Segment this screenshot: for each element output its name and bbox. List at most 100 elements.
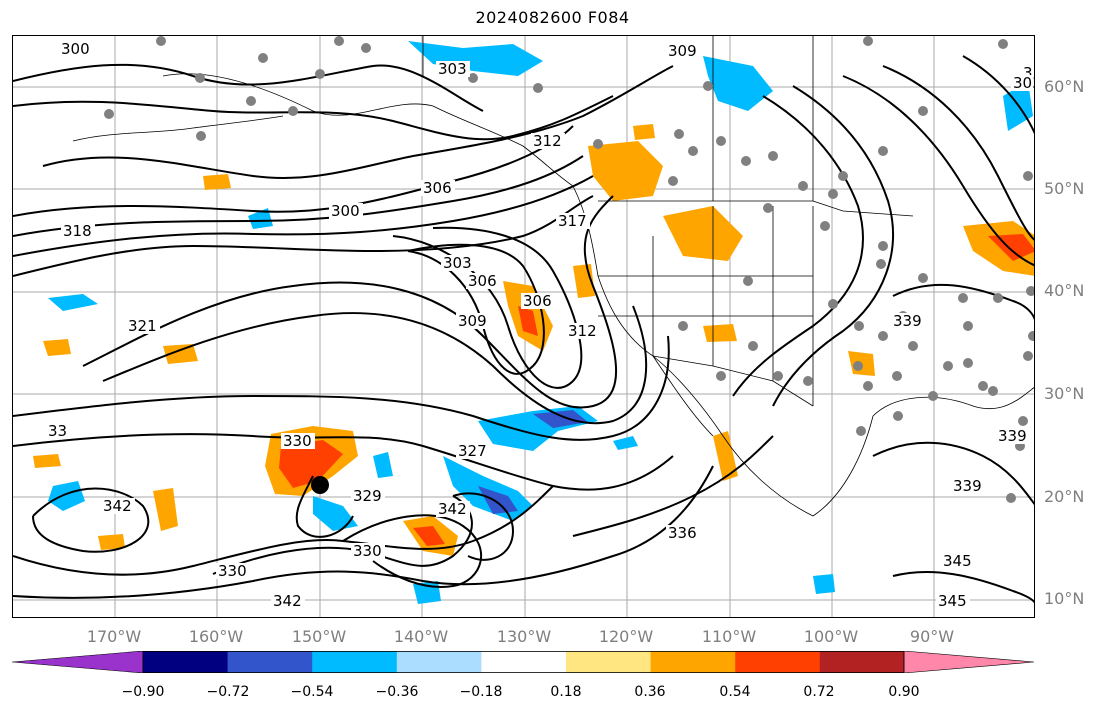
positive-anomaly-region	[163, 344, 198, 364]
station-markers	[104, 36, 1034, 503]
negative-anomaly-region	[533, 410, 588, 428]
contour-label-bg	[351, 543, 385, 559]
station-dot	[668, 176, 678, 186]
positive-anomaly-region	[98, 534, 125, 550]
colorbar-tick-label: 0.90	[888, 684, 920, 700]
station-dot	[688, 146, 698, 156]
contour-label-bg	[666, 525, 700, 541]
station-dot	[908, 341, 918, 351]
contour-label-bg	[951, 478, 985, 494]
contour-label: 300	[61, 40, 90, 58]
negative-anomaly-region	[313, 496, 358, 531]
negative-anomaly-region	[613, 436, 638, 450]
contour-label: 330	[218, 562, 247, 580]
station-dot	[533, 83, 543, 93]
station-dot	[928, 391, 938, 401]
contour-label-bg	[61, 223, 95, 239]
lon-label-120w: 120°W	[598, 627, 654, 646]
contour-label-bg	[351, 488, 385, 504]
contour-line	[452, 492, 515, 561]
contour-label-bg	[891, 313, 925, 329]
station-dot	[315, 69, 325, 79]
station-dot	[892, 371, 902, 381]
station-dot	[196, 131, 206, 141]
colorbar-tick-label: −0.90	[121, 684, 165, 700]
station-dot	[678, 321, 688, 331]
station-dot	[748, 341, 758, 351]
contour-label: 309	[668, 42, 697, 60]
height-contours	[13, 55, 1034, 604]
station-dot	[918, 273, 928, 283]
negative-anomaly-region	[48, 481, 85, 511]
station-dot	[288, 106, 298, 116]
positive-anomaly-region	[573, 264, 595, 298]
contour-label: 342	[103, 497, 132, 515]
contour-label-bg	[666, 43, 700, 59]
negative-anomaly-region	[478, 486, 518, 514]
map-plot-area: 3003033093123033003063123183063033063093…	[12, 35, 1035, 618]
lon-label-160w: 160°W	[188, 627, 244, 646]
station-dot	[998, 39, 1008, 49]
colorbar-extend-low	[12, 651, 144, 673]
station-dot	[828, 189, 838, 199]
positive-anomaly-region	[413, 526, 445, 546]
coastline-alaska	[162, 73, 574, 187]
contour-line	[212, 495, 473, 575]
colorbar-tick-label: 0.18	[550, 684, 582, 700]
positive-anomaly-region	[663, 206, 743, 261]
contour-label: 327	[458, 442, 487, 460]
contour-label: 306	[523, 292, 552, 310]
contour-label: 345	[938, 592, 967, 610]
contour-label-bg	[531, 133, 565, 149]
contour-label: 342	[273, 592, 302, 610]
station-dot	[853, 361, 863, 371]
contour-line	[295, 475, 354, 538]
station-dot	[876, 259, 886, 269]
station-dot	[104, 109, 114, 119]
negative-anomaly-region	[248, 208, 273, 229]
contour-line	[882, 65, 1034, 241]
negative-anomaly-region	[48, 294, 98, 311]
border-us-mexico	[652, 355, 814, 407]
contour-label-bg	[216, 563, 250, 579]
colorbar-segment	[481, 651, 567, 673]
lon-label-130w: 130°W	[496, 627, 552, 646]
lat-label-50n: 50°N	[1044, 179, 1085, 198]
storm-center-marker	[311, 476, 329, 494]
station-dot	[918, 106, 928, 116]
station-dot	[993, 293, 1003, 303]
contour-label-bg	[421, 180, 455, 196]
contour-line	[13, 485, 554, 576]
station-dot	[763, 203, 773, 213]
station-dot	[878, 241, 888, 251]
positive-anomaly-region	[33, 454, 61, 468]
negative-anomaly-region	[478, 406, 598, 451]
station-dot	[195, 73, 205, 83]
contour-label: 312	[568, 322, 597, 340]
station-dot	[361, 43, 371, 53]
contour-label-bg	[126, 318, 160, 334]
coastlines	[72, 36, 1034, 517]
contour-label-bg	[271, 593, 305, 609]
contour-label-bg	[46, 423, 70, 439]
positive-anomaly-region	[633, 124, 655, 140]
border-states	[598, 206, 814, 406]
station-dot	[863, 36, 873, 46]
contour-label-bg	[941, 553, 975, 569]
anomaly-shading	[33, 41, 1034, 604]
station-dot	[856, 426, 866, 436]
lat-label-20n: 20°N	[1044, 487, 1085, 506]
contour-line	[842, 75, 1034, 267]
station-dot	[768, 151, 778, 161]
contour-label-bg	[466, 273, 500, 289]
contour-line	[42, 65, 674, 179]
contour-label-bg	[59, 41, 93, 57]
border-canada-provinces	[422, 36, 814, 201]
colorbar-tick-label: 0.54	[719, 684, 751, 700]
contour-line	[32, 487, 150, 553]
lon-label-110w: 110°W	[701, 627, 757, 646]
positive-anomaly-region	[713, 431, 738, 481]
negative-anomaly-region	[703, 56, 773, 111]
map-title: 2024082600 F084	[475, 8, 630, 27]
station-dot	[743, 276, 753, 286]
